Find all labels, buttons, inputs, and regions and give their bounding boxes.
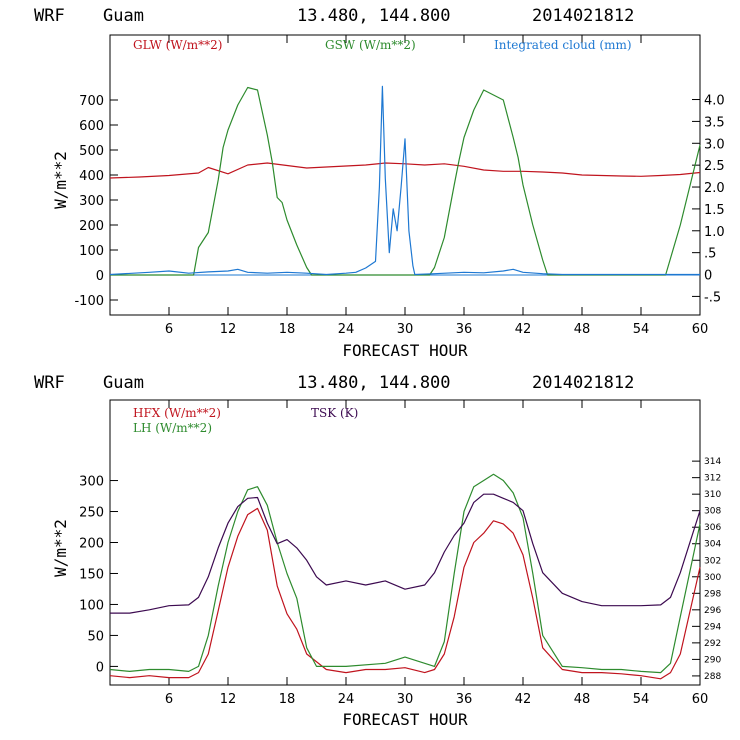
panel2-x-tick-label: 36 [456,692,473,707]
panel1-model: WRF [34,6,65,26]
panel1-y-tick-label: 700 [79,94,104,109]
panel1-y2-tick-label: 0 [704,269,712,284]
panel1-y2-tick-label: -.5 [704,290,721,305]
panel1-y2-tick-label: 2.5 [704,159,725,174]
panel1-y-tick-label: -100 [74,294,104,309]
panel1-legend-cloud: Integrated cloud (mm) [494,38,632,52]
panel1-y-tick-label: 500 [79,144,104,159]
panel2-y-tick-label: 0 [96,660,104,675]
panel2-model: WRF [34,373,65,393]
panel1-x-tick-label: 12 [220,322,237,337]
panel2-y-tick-label: 250 [79,506,104,521]
panel2-x-tick-label: 30 [397,692,414,707]
panel1-series-gsw [110,86,701,276]
panel2-y2-tick-label: 290 [704,655,721,665]
panel1-site: Guam [103,6,144,26]
panel1-y2-tick-label: 3.5 [704,115,725,130]
panel1-x-tick-label: 6 [165,322,173,337]
panel2-y2-tick-label: 310 [704,490,721,500]
panel1-x-tick-label: 36 [456,322,473,337]
panel2-y-tick-label: 100 [79,598,104,613]
panel1-x-tick-label: 24 [338,322,355,337]
panel2-series [109,473,701,680]
panel1-header: WRF Guam 13.480, 144.800 2014021812 [34,6,634,26]
panel1-run: 2014021812 [532,6,634,26]
panel1-y2-tick-label: 2.0 [704,181,725,196]
panel2-y2-tick-label: 308 [704,507,721,517]
panel2-y2-tick-label: 314 [704,457,721,467]
panel2-y2-tick-label: 298 [704,589,721,599]
panel2-site: Guam [103,373,144,393]
panel1-series-integrated [109,85,700,276]
panel1-y-tick-label: 0 [96,269,104,284]
panel2-legend: HFX (W/m**2) LH (W/m**2) TSK (K) [133,406,358,435]
panel2-series-tsk [110,493,701,614]
panel2-coords: 13.480, 144.800 [297,373,451,393]
panel1-x-tick-label: 48 [574,322,591,337]
panel1-ylabel: W/m**2 [51,151,70,209]
panel1-series-glw [109,162,701,179]
panel1-x-tick-label: 60 [692,322,709,337]
panel2-y2-tick-label: 300 [704,573,721,583]
panel1-coords: 13.480, 144.800 [297,6,451,26]
panel1-ticks: 6 12 18 24 30 36 42 48 54 60 -100 0 100 200 300 400 500 6… [74,35,725,337]
panel2-x-tick-label: 60 [692,692,709,707]
panel1-y2-tick-label: 1.0 [704,225,725,240]
panel2-xlabel: FORECAST HOUR [342,710,468,729]
panel2-x-tick-label: 48 [574,692,591,707]
panel2-x-tick-label: 42 [515,692,532,707]
panel1-x-tick-label: 42 [515,322,532,337]
panel2-header: WRF Guam 13.480, 144.800 2014021812 [34,373,634,393]
panel2-ylabel: W/m**2 [51,519,70,577]
panel2-y2-tick-label: 304 [704,540,721,550]
panel1-legend: GLW (W/m**2) GSW (W/m**2) Integrated clo… [133,38,632,52]
panel1-y2-tick-label: 4.0 [704,94,725,109]
panel2-legend-lh: LH (W/m**2) [133,421,212,435]
panel2-y2-tick-label: 292 [704,639,721,649]
panel1-y-tick-label: 300 [79,194,104,209]
panel2-run: 2014021812 [532,373,634,393]
panel2-series-hfx [109,507,701,680]
panel2-y2-tick-label: 294 [704,622,721,632]
panel2-legend-hfx: HFX (W/m**2) [133,406,221,420]
panel1-x-tick-label: 54 [633,322,650,337]
panel2-x-tick-label: 6 [165,692,173,707]
panel2-y-tick-label: 200 [79,537,104,552]
panel2-y2-tick-label: 288 [704,672,721,682]
panel1-legend-gsw: GSW (W/m**2) [325,38,416,52]
panel2-x-tick-label: 24 [338,692,355,707]
panel1-y-tick-label: 600 [79,119,104,134]
panel1-y-tick-label: 400 [79,169,104,184]
panel1-y2-tick-label: 1.5 [704,203,725,218]
panel2-x-tick-label: 12 [220,692,237,707]
panel2-x-tick-label: 18 [279,692,296,707]
panel2-legend-tsk: TSK (K) [311,406,358,420]
panel1-series [109,85,701,276]
panel2-y-tick-label: 50 [87,629,104,644]
panel1-x-tick-label: 18 [279,322,296,337]
panel2-y2-tick-label: 302 [704,556,721,566]
panel2-frame [109,399,701,686]
panel2-y-tick-label: 300 [79,475,104,490]
panel2-series-lh [109,473,701,674]
panel2-ticks: 6 12 18 24 30 36 42 48 54 60 0 50 100 150 200 250 300 288… [79,400,721,707]
panel2-y2-tick-label: 306 [704,523,721,533]
panel2-y2-tick-label: 296 [704,606,721,616]
panel1-legend-glw: GLW (W/m**2) [133,38,222,52]
panel2-y2-tick-label: 312 [704,474,721,484]
panel1-y2-tick-label: .5 [704,247,716,262]
panel1-y2-tick-label: 3.0 [704,137,725,152]
panel1-y-tick-label: 200 [79,219,104,234]
panel1-xlabel: FORECAST HOUR [342,341,468,360]
panel1-y-tick-label: 100 [79,244,104,259]
panel2-x-tick-label: 54 [633,692,650,707]
panel1-x-tick-label: 30 [397,322,414,337]
panel2-y-tick-label: 150 [79,567,104,582]
